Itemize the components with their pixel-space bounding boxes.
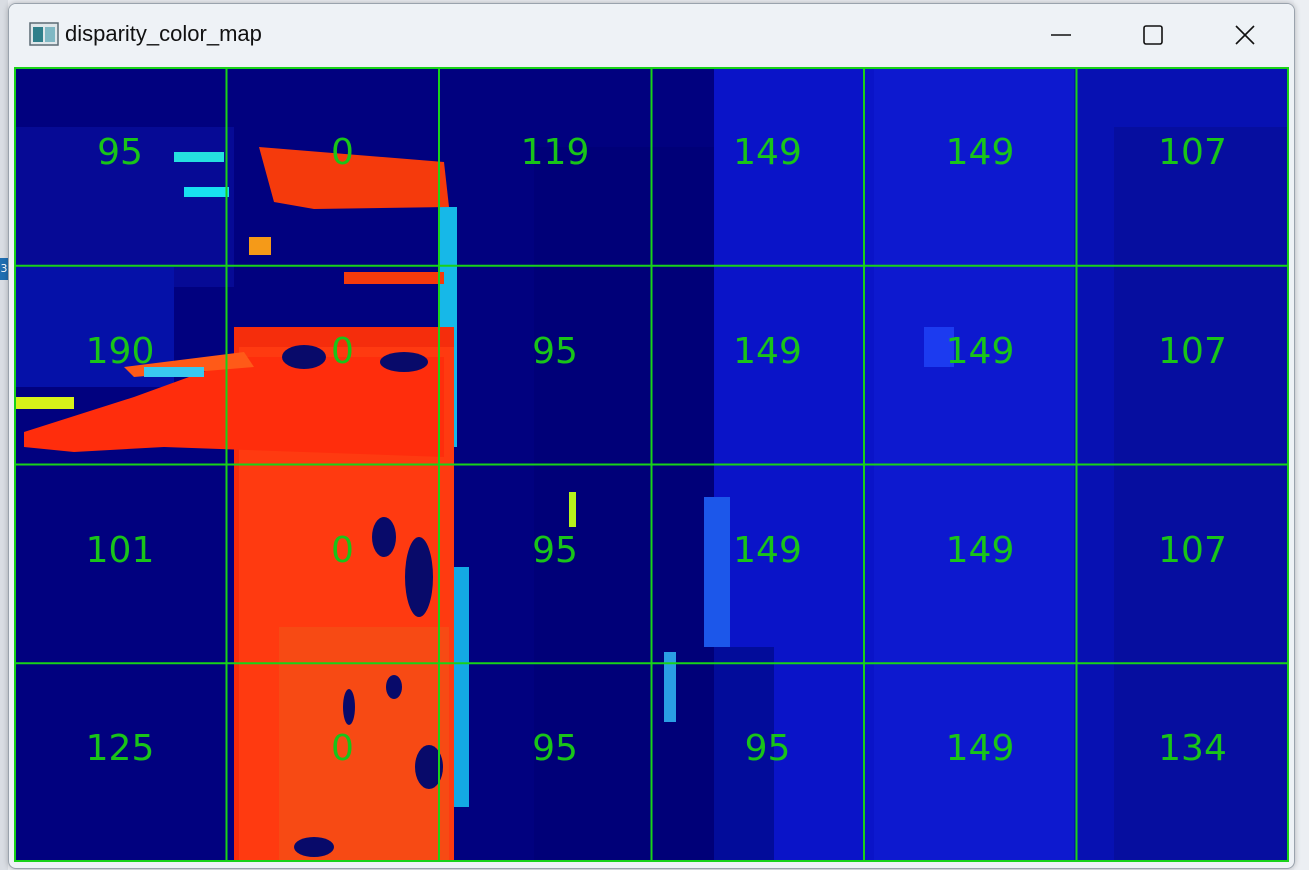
grid-cell-value: 107 xyxy=(1158,132,1227,173)
minimize-icon xyxy=(1051,34,1071,36)
grid-cell-value: 149 xyxy=(945,529,1015,571)
minimize-button[interactable] xyxy=(1030,4,1092,66)
grid-cell-value: 119 xyxy=(520,132,590,173)
grid-cell-value: 149 xyxy=(733,330,802,372)
app-window: disparity_color_map xyxy=(8,3,1295,869)
grid-cell-value: 149 xyxy=(945,132,1015,173)
desktop-left-edge xyxy=(0,0,8,870)
grid-cell-value: 190 xyxy=(85,330,155,372)
maximize-icon xyxy=(1143,25,1163,45)
close-button[interactable] xyxy=(1214,4,1276,66)
grid-cell-value: 149 xyxy=(733,529,802,571)
title-bar[interactable]: disparity_color_map xyxy=(9,4,1294,66)
desktop-right-edge xyxy=(1294,0,1309,870)
grid-cell-value: 95 xyxy=(744,728,791,770)
close-icon xyxy=(1235,25,1255,45)
grid-cell-value: 95 xyxy=(532,529,578,571)
grid-cell-value: 125 xyxy=(85,728,155,770)
grid-overlay xyxy=(14,67,1289,862)
grid-cell-value: 95 xyxy=(532,330,578,372)
maximize-button[interactable] xyxy=(1122,4,1184,66)
grid-cell-value: 0 xyxy=(331,728,354,770)
grid-cell-value: 149 xyxy=(733,132,802,173)
grid-cell-value: 134 xyxy=(1158,728,1227,770)
window-title: disparity_color_map xyxy=(65,21,262,46)
grid-cell-value: 0 xyxy=(331,529,354,571)
grid-cell-value: 0 xyxy=(331,132,354,173)
grid-cell-value: 0 xyxy=(331,330,354,372)
grid-cell-value: 149 xyxy=(945,728,1015,770)
grid-cell-value: 107 xyxy=(1158,330,1227,372)
desktop-badge: 3 xyxy=(0,258,8,280)
disparity-map-canvas[interactable]: 95 0 119 149 149 107 190 0 95 149 149 107 101 0 95 149 1… xyxy=(14,67,1289,862)
grid-cell-value: 149 xyxy=(945,330,1015,372)
grid-cell-value: 95 xyxy=(532,728,578,770)
grid-cell-value: 107 xyxy=(1158,529,1227,571)
grid-cell-value: 95 xyxy=(97,132,143,173)
app-icon xyxy=(29,22,59,46)
grid-cell-value: 101 xyxy=(85,529,155,571)
